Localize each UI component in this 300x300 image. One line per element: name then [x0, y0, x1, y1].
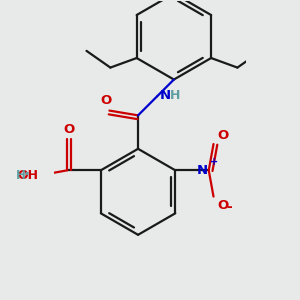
- Text: N: N: [160, 88, 171, 102]
- Text: H: H: [16, 169, 26, 182]
- Text: ·: ·: [23, 166, 29, 184]
- Text: +: +: [210, 157, 218, 167]
- Text: H: H: [170, 89, 181, 102]
- Text: N: N: [197, 164, 208, 177]
- Text: O: O: [63, 123, 74, 136]
- Text: OH: OH: [18, 169, 39, 182]
- Text: O: O: [217, 199, 228, 212]
- Text: -: -: [227, 200, 233, 214]
- Text: O: O: [217, 129, 228, 142]
- Text: O: O: [100, 94, 111, 107]
